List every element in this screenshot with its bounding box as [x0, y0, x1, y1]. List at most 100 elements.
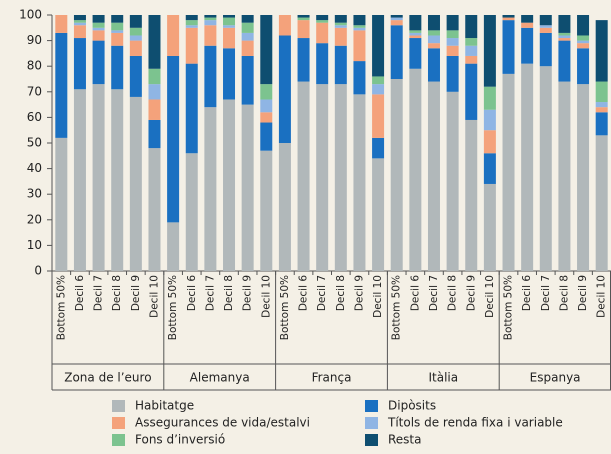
bar-segment	[502, 15, 515, 18]
y-tick-label: 60	[27, 110, 42, 124]
bar-segment	[129, 15, 142, 28]
legend-swatch	[112, 417, 125, 429]
bar-segment	[390, 20, 403, 26]
bar-segment	[241, 15, 254, 23]
bar-segment	[577, 84, 590, 272]
bar-segment	[483, 130, 496, 154]
bar-segment	[334, 84, 347, 272]
bar-segment	[595, 102, 608, 108]
bar-segment	[577, 40, 590, 44]
bar-segment	[446, 55, 459, 92]
x-tick-label: Decil 8	[447, 275, 459, 311]
bar-segment	[465, 15, 478, 39]
bar-segment	[223, 17, 236, 26]
bar-segment	[167, 15, 180, 56]
bar-segment	[55, 32, 68, 138]
bar-segment	[73, 38, 86, 90]
bar-segment	[577, 48, 590, 85]
bar-segment	[316, 22, 329, 44]
bar-segment	[446, 15, 459, 31]
x-tick-label: Decil 10	[484, 275, 496, 318]
bar-segment	[297, 17, 310, 21]
x-tick-label: Bottom 50%	[55, 275, 67, 340]
bar-segment	[595, 112, 608, 136]
bar-segment	[334, 45, 347, 85]
bar-segment	[111, 22, 124, 31]
bar-segment	[334, 25, 347, 28]
bar-segment	[595, 135, 608, 271]
bar-segment	[577, 35, 590, 41]
bar-segment	[409, 68, 422, 271]
bar-segment	[539, 66, 552, 271]
bar-segment	[409, 32, 422, 36]
x-tick-label: Decil 7	[93, 275, 105, 311]
legend-swatch	[365, 434, 378, 446]
bar-segment	[539, 15, 552, 26]
bar-segment	[539, 27, 552, 33]
bar-segment	[595, 81, 608, 103]
bar-segment	[111, 15, 124, 23]
bar-segment	[260, 84, 273, 100]
bar-segment	[409, 35, 422, 39]
bar-segment	[558, 32, 571, 36]
bar-segment	[129, 55, 142, 97]
bar-segment	[372, 84, 385, 95]
bar-segment	[558, 35, 571, 39]
y-tick-label: 0	[34, 264, 42, 278]
bar-segment	[577, 43, 590, 49]
x-tick-label: Decil 10	[596, 275, 608, 318]
bar-segment	[204, 45, 217, 108]
x-tick-label: Decil 10	[148, 275, 160, 318]
y-tick-label: 90	[27, 33, 42, 47]
bar-segment	[353, 94, 366, 271]
bar-segment	[204, 15, 217, 18]
bar-segment	[148, 99, 161, 120]
bar-segment	[353, 30, 366, 62]
group-label: Itàlia	[428, 371, 458, 385]
legend-label: Habitatge	[135, 399, 194, 413]
bar-segment	[390, 17, 403, 21]
x-tick-label: Bottom 50%	[167, 275, 179, 340]
bar-segment	[148, 119, 161, 149]
bar-segment	[558, 40, 571, 82]
legend-swatch	[365, 417, 378, 429]
bar-segment	[223, 25, 236, 28]
bar-segment	[129, 27, 142, 36]
bar-segment	[92, 84, 105, 272]
bar-segment	[148, 148, 161, 271]
bar-segment	[223, 27, 236, 49]
bar-segment	[521, 63, 534, 271]
bar-segment	[558, 81, 571, 271]
x-tick-label: Decil 9	[577, 275, 589, 311]
bar-segment	[73, 15, 86, 21]
bar-segment	[241, 22, 254, 33]
bar-segment	[55, 137, 68, 271]
bar-segment	[334, 27, 347, 46]
bar-segment	[241, 104, 254, 271]
bar-segment	[334, 15, 347, 23]
x-tick-label: Bottom 50%	[391, 275, 403, 340]
y-tick-label: 10	[27, 238, 42, 252]
group-label: Espanya	[530, 371, 581, 385]
bar-segment	[73, 25, 86, 39]
bar-segment	[595, 107, 608, 113]
bar-segment	[185, 153, 198, 271]
bar-segment	[92, 15, 105, 23]
bar-segment	[297, 20, 310, 39]
bar-segment	[521, 15, 534, 23]
y-tick-label: 70	[27, 84, 42, 98]
group-label: Alemanya	[190, 371, 250, 385]
x-tick-label: Decil 9	[465, 275, 477, 311]
bar-segment	[185, 63, 198, 154]
bar-segment	[316, 43, 329, 85]
bar-segment	[483, 86, 496, 110]
x-tick-label: Decil 7	[428, 275, 440, 311]
bar-segment	[148, 15, 161, 69]
bar-segment	[316, 15, 329, 21]
x-tick-label: Bottom 50%	[279, 275, 291, 340]
bar-segment	[427, 48, 440, 82]
group-label: Zona de l’euro	[64, 371, 151, 385]
legend-label: Dipòsits	[388, 399, 436, 413]
bar-segment	[185, 25, 198, 28]
bar-segment	[409, 30, 422, 33]
